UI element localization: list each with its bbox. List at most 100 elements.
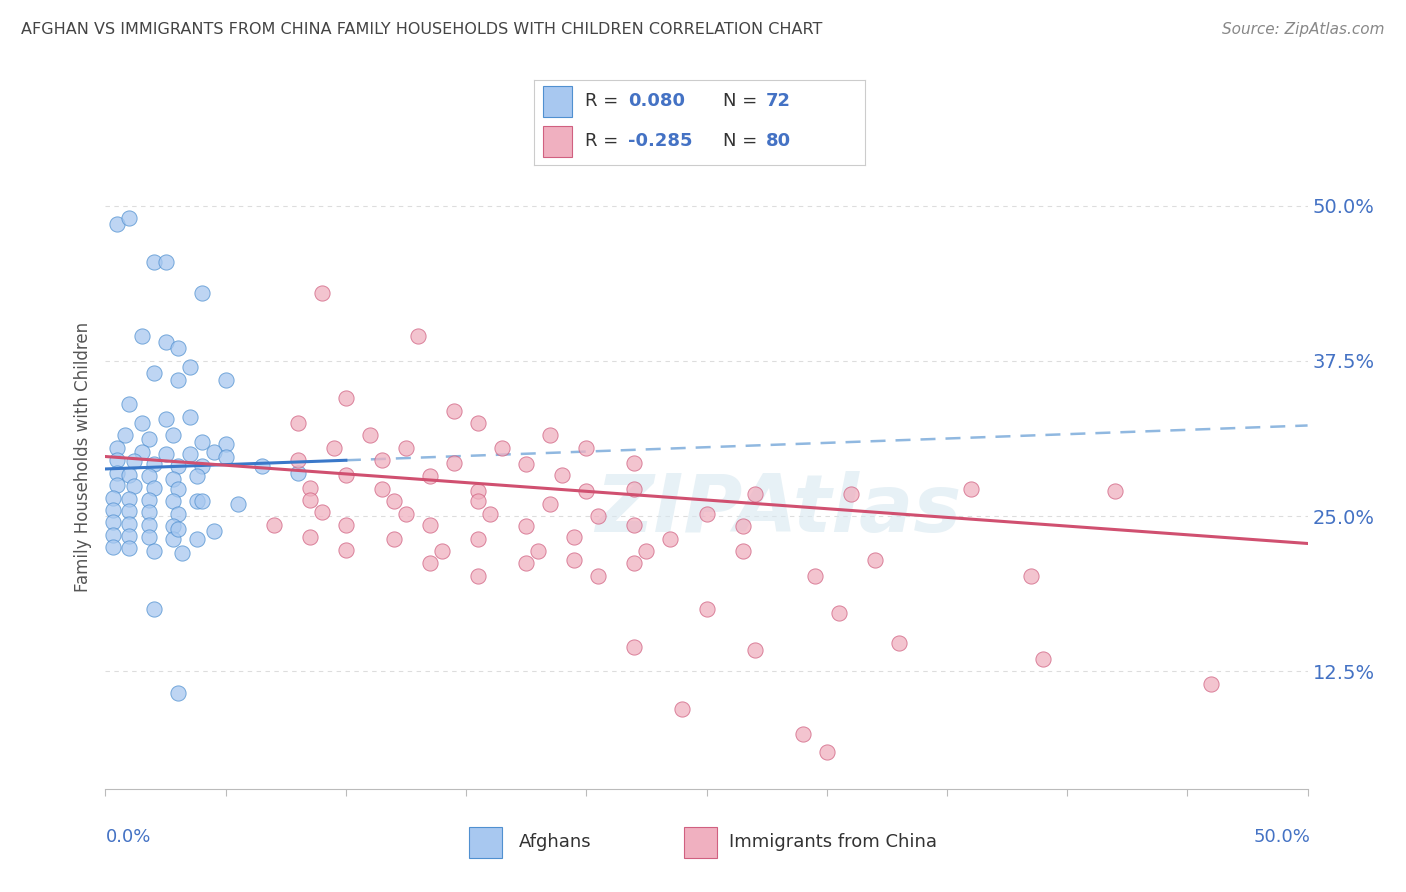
Point — [491, 441, 513, 455]
Point — [131, 416, 153, 430]
Point — [298, 530, 321, 544]
Point — [190, 459, 212, 474]
Point — [155, 335, 177, 350]
Point — [166, 522, 188, 536]
Point — [124, 454, 146, 468]
Point — [142, 481, 165, 495]
Point — [1201, 677, 1223, 691]
Point — [527, 544, 550, 558]
Point — [406, 329, 429, 343]
Point — [335, 468, 357, 483]
Point — [562, 530, 585, 544]
Text: N =: N = — [723, 93, 762, 111]
Point — [131, 329, 153, 343]
Point — [1104, 484, 1126, 499]
Bar — [543, 126, 572, 157]
Point — [828, 606, 851, 620]
Bar — [543, 87, 572, 117]
Point — [636, 544, 658, 558]
Point — [538, 497, 561, 511]
Point — [190, 494, 212, 508]
Point — [118, 211, 141, 225]
Point — [731, 544, 754, 558]
Point — [803, 568, 825, 582]
Point — [623, 517, 645, 532]
Point — [575, 441, 598, 455]
Point — [166, 342, 188, 356]
Point — [142, 367, 165, 381]
Point — [190, 285, 212, 300]
Point — [107, 217, 129, 231]
Point — [311, 285, 333, 300]
Point — [515, 457, 537, 471]
Point — [162, 519, 184, 533]
Point — [166, 685, 188, 699]
Point — [166, 507, 188, 521]
Point — [335, 391, 357, 405]
Point — [172, 546, 194, 560]
Point — [696, 602, 718, 616]
Point — [226, 497, 249, 511]
Point — [138, 505, 160, 519]
Point — [101, 491, 124, 505]
Text: 80: 80 — [765, 132, 790, 150]
Text: R =: R = — [585, 93, 624, 111]
Point — [467, 532, 489, 546]
Point — [155, 254, 177, 268]
Point — [118, 468, 141, 483]
Point — [623, 557, 645, 571]
Point — [311, 505, 333, 519]
Text: N =: N = — [723, 132, 762, 150]
Text: AFGHAN VS IMMIGRANTS FROM CHINA FAMILY HOUSEHOLDS WITH CHILDREN CORRELATION CHAR: AFGHAN VS IMMIGRANTS FROM CHINA FAMILY H… — [21, 22, 823, 37]
Point — [287, 466, 309, 480]
Point — [395, 507, 418, 521]
Point — [118, 504, 141, 518]
Point — [588, 568, 610, 582]
Point — [142, 602, 165, 616]
Point — [162, 428, 184, 442]
Point — [162, 532, 184, 546]
Point — [1032, 652, 1054, 666]
Point — [186, 532, 208, 546]
Point — [815, 745, 838, 759]
Point — [382, 532, 405, 546]
Point — [887, 636, 910, 650]
Point — [179, 360, 201, 375]
Point — [124, 479, 146, 493]
Point — [623, 640, 645, 654]
Point — [101, 540, 124, 554]
Point — [792, 726, 814, 740]
Point — [335, 517, 357, 532]
Point — [371, 482, 394, 496]
Text: Immigrants from China: Immigrants from China — [730, 833, 938, 852]
Text: -0.285: -0.285 — [628, 132, 693, 150]
Point — [588, 509, 610, 524]
Point — [107, 466, 129, 480]
Point — [623, 482, 645, 496]
Point — [107, 478, 129, 492]
Point — [118, 529, 141, 543]
Point — [155, 447, 177, 461]
Point — [162, 472, 184, 486]
Point — [359, 428, 381, 442]
Point — [744, 643, 766, 657]
Point — [142, 457, 165, 471]
Point — [671, 701, 693, 715]
Point — [202, 524, 225, 538]
Point — [138, 493, 160, 508]
Point — [419, 557, 441, 571]
Point — [960, 482, 983, 496]
Point — [551, 468, 574, 483]
Point — [395, 441, 418, 455]
Point — [118, 541, 141, 556]
Point — [287, 453, 309, 467]
Point — [443, 456, 465, 470]
Point — [179, 409, 201, 424]
Point — [839, 487, 862, 501]
Point — [515, 519, 537, 533]
Bar — [468, 827, 502, 858]
Text: 72: 72 — [765, 93, 790, 111]
Point — [186, 469, 208, 483]
Text: ZIPAtlas: ZIPAtlas — [596, 471, 962, 549]
Point — [479, 507, 502, 521]
